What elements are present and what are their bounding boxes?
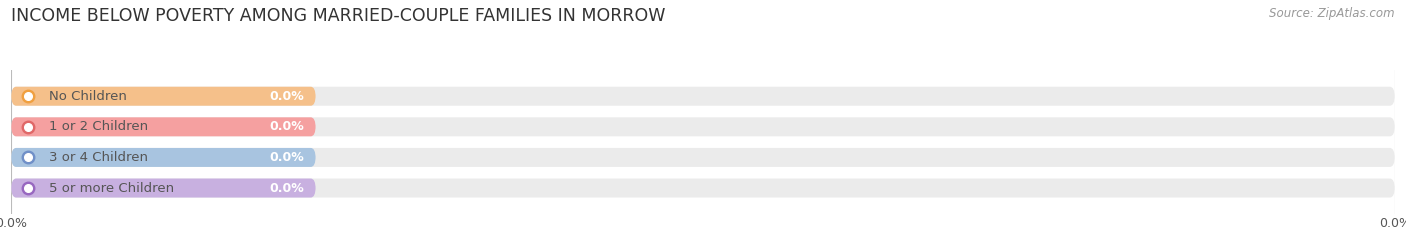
- FancyBboxPatch shape: [11, 178, 1395, 198]
- FancyBboxPatch shape: [11, 178, 315, 198]
- FancyBboxPatch shape: [11, 148, 1395, 167]
- Text: 1 or 2 Children: 1 or 2 Children: [49, 120, 148, 133]
- Text: Source: ZipAtlas.com: Source: ZipAtlas.com: [1270, 7, 1395, 20]
- Text: No Children: No Children: [49, 90, 127, 103]
- Text: 5 or more Children: 5 or more Children: [49, 182, 174, 195]
- Text: INCOME BELOW POVERTY AMONG MARRIED-COUPLE FAMILIES IN MORROW: INCOME BELOW POVERTY AMONG MARRIED-COUPL…: [11, 7, 665, 25]
- FancyBboxPatch shape: [11, 117, 315, 136]
- Text: 0.0%: 0.0%: [270, 90, 305, 103]
- Text: 0.0%: 0.0%: [270, 120, 305, 133]
- Text: 3 or 4 Children: 3 or 4 Children: [49, 151, 148, 164]
- FancyBboxPatch shape: [11, 87, 315, 106]
- Text: 0.0%: 0.0%: [270, 151, 305, 164]
- FancyBboxPatch shape: [11, 148, 315, 167]
- Text: 0.0%: 0.0%: [270, 182, 305, 195]
- FancyBboxPatch shape: [11, 87, 1395, 106]
- FancyBboxPatch shape: [11, 117, 1395, 136]
